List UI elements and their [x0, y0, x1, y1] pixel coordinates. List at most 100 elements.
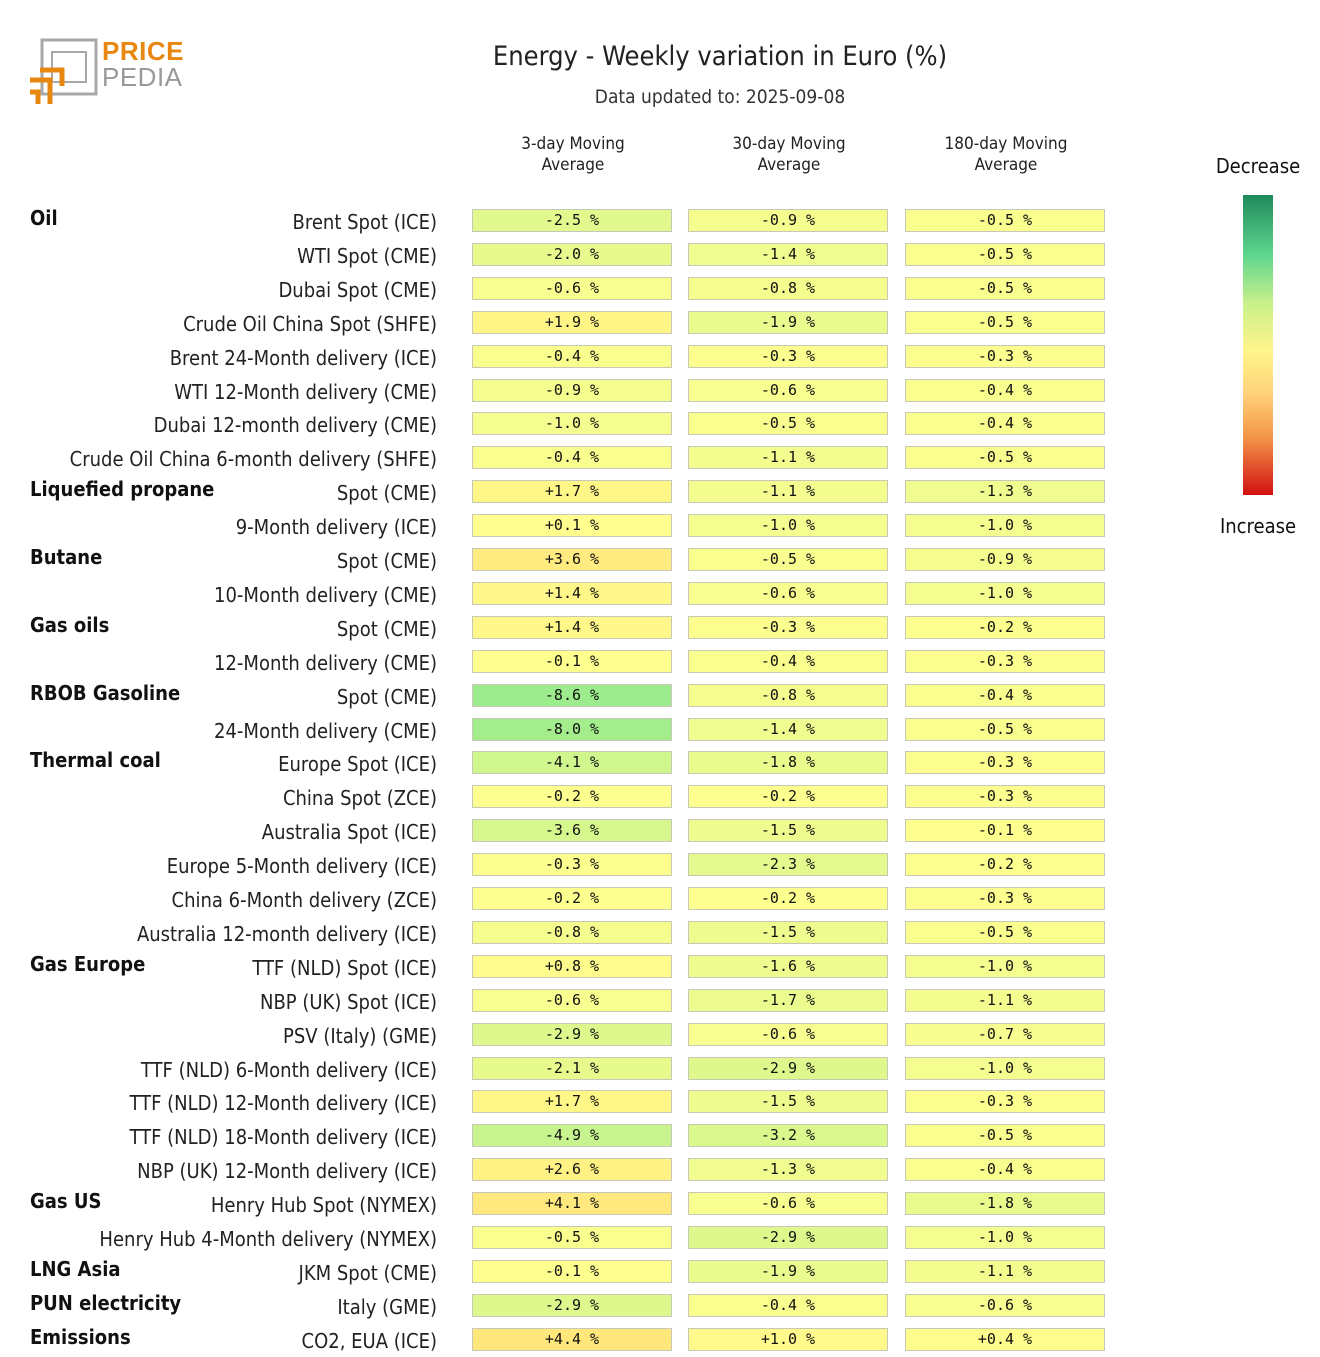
row-label: Dubai 12-month delivery (CME) — [153, 413, 437, 438]
row-label: Brent Spot (ICE) — [292, 210, 437, 234]
heatmap-cell: -0.6 % — [688, 1192, 888, 1216]
heatmap-cell: -8.6 % — [472, 683, 672, 707]
logo-text-pedia: PEDIA — [102, 62, 183, 92]
heatmap-cell: -0.3 % — [905, 344, 1105, 368]
heatmap-cell: -0.5 % — [905, 920, 1105, 944]
column-header-180day: 180-day Moving Average — [944, 134, 1068, 175]
group-label: Thermal coal — [30, 748, 161, 773]
heatmap-cell: -0.3 % — [688, 615, 888, 639]
heatmap-cell: -0.1 % — [472, 649, 672, 673]
group-label: Oil — [30, 206, 58, 230]
group-label: Gas Europe — [30, 951, 146, 976]
heatmap-cell: -0.6 % — [905, 1293, 1105, 1317]
heatmap-cell: -1.0 % — [688, 514, 888, 538]
heatmap-cell: -3.2 % — [688, 1124, 888, 1148]
row-label: China Spot (ZCE) — [282, 786, 437, 811]
heatmap-cell: -0.6 % — [688, 378, 888, 402]
logo-mark-icon — [30, 38, 98, 104]
row-label: Spot (CME) — [336, 549, 437, 573]
heatmap-cell: -2.9 % — [688, 1056, 888, 1080]
row-label: TTF (NLD) 18-Month delivery (ICE) — [129, 1125, 437, 1150]
heatmap-cell: -1.9 % — [688, 1259, 888, 1283]
heatmap-cell: -0.4 % — [472, 344, 672, 368]
row-label: Australia Spot (ICE) — [261, 820, 437, 845]
heatmap-cell: -1.1 % — [688, 446, 888, 470]
heatmap-cell: -0.1 % — [472, 1259, 672, 1283]
heatmap-cell: -0.6 % — [688, 1022, 888, 1046]
heatmap-cell: +0.1 % — [472, 514, 672, 538]
heatmap-cell: -0.2 % — [472, 887, 672, 910]
group-label: PUN electricity — [30, 1290, 182, 1315]
row-label: NBP (UK) Spot (ICE) — [260, 989, 437, 1014]
heatmap-cell: -0.3 % — [688, 344, 888, 368]
heatmap-cell: -0.5 % — [905, 1124, 1105, 1148]
heatmap-cell: -0.7 % — [905, 1022, 1105, 1046]
heatmap-cell: -3.6 % — [472, 819, 672, 843]
heatmap-cell: -1.0 % — [472, 412, 672, 436]
heatmap-cell: -1.9 % — [688, 310, 888, 334]
row-label: WTI 12-Month delivery (CME) — [174, 379, 437, 404]
heatmap-cell: -0.6 % — [472, 988, 672, 1012]
heatmap-cell: -2.9 % — [472, 1293, 672, 1317]
heatmap-cell: -1.5 % — [688, 1090, 888, 1114]
row-label: Australia 12-month delivery (ICE) — [136, 921, 437, 946]
chart-subtitle: Data updated to: 2025-09-08 — [594, 86, 846, 108]
row-label: 24-Month delivery (CME) — [214, 718, 437, 743]
row-label: TTF (NLD) Spot (ICE) — [252, 955, 437, 980]
group-label: Liquefied propane — [30, 477, 215, 502]
heatmap-cell: -0.2 % — [472, 785, 672, 809]
heatmap-cell: -2.3 % — [688, 853, 888, 877]
heatmap-cell: -2.0 % — [472, 242, 672, 266]
heatmap-cell: -0.2 % — [688, 785, 888, 809]
row-label: CO2, EUA (ICE) — [301, 1328, 437, 1353]
heatmap-cell: +2.6 % — [472, 1158, 672, 1182]
heatmap-cell: -1.8 % — [688, 751, 888, 775]
heatmap-cell: -2.5 % — [472, 209, 672, 232]
row-label: JKM Spot (CME) — [298, 1260, 437, 1285]
group-label: Gas oils — [30, 612, 110, 637]
heatmap-cell: -0.3 % — [905, 887, 1105, 910]
row-label: Dubai Spot (CME) — [278, 277, 437, 302]
chart-title: Energy - Weekly variation in Euro (%) — [492, 41, 948, 72]
group-label: LNG Asia — [30, 1256, 121, 1281]
heatmap-cell: -0.4 % — [688, 1293, 888, 1317]
heatmap-cell: +1.4 % — [472, 615, 672, 639]
heatmap-cell: -1.4 % — [688, 242, 888, 266]
heatmap-cell: +1.4 % — [472, 581, 672, 605]
heatmap-cell: -1.0 % — [905, 954, 1105, 978]
heatmap-cell: -0.9 % — [472, 378, 672, 402]
heatmap-cell: -1.5 % — [688, 819, 888, 843]
logo-text: PRICE PEDIA — [102, 38, 184, 90]
heatmap-cell: -0.4 % — [688, 649, 888, 673]
heatmap-cell: -1.1 % — [688, 480, 888, 504]
row-label: 12-Month delivery (CME) — [214, 650, 437, 675]
row-label: Brent 24-Month delivery (ICE) — [169, 345, 437, 370]
heatmap-cell: -0.4 % — [472, 446, 672, 470]
heatmap-cell: -0.6 % — [472, 276, 672, 300]
row-label: TTF (NLD) 12-Month delivery (ICE) — [129, 1091, 437, 1116]
group-label: Emissions — [30, 1324, 131, 1349]
heatmap-cell: -1.0 % — [905, 1226, 1105, 1249]
row-label: TTF (NLD) 6-Month delivery (ICE) — [140, 1057, 437, 1082]
heatmap-cell: -1.1 % — [905, 988, 1105, 1012]
heatmap-cell: -1.1 % — [905, 1259, 1105, 1283]
group-label: Gas US — [30, 1189, 102, 1214]
heatmap-cell: +3.6 % — [472, 548, 672, 571]
heatmap-cell: +4.4 % — [472, 1327, 672, 1351]
heatmap-cell: -0.4 % — [905, 683, 1105, 707]
heatmap-cell: -1.3 % — [905, 480, 1105, 504]
heatmap-cell: +1.7 % — [472, 480, 672, 504]
heatmap-cell: -1.7 % — [688, 988, 888, 1012]
row-label: Europe Spot (ICE) — [278, 752, 437, 777]
heatmap-cell: -1.4 % — [688, 717, 888, 741]
row-label: Europe 5-Month delivery (ICE) — [166, 854, 437, 879]
heatmap-cell: -1.8 % — [905, 1192, 1105, 1216]
heatmap-cell: -0.8 % — [472, 920, 672, 944]
row-label: Crude Oil China 6-month delivery (SHFE) — [69, 447, 437, 472]
row-label: Spot (CME) — [336, 616, 437, 641]
heatmap-cell: +4.1 % — [472, 1192, 672, 1216]
heatmap-cell: -0.2 % — [905, 853, 1105, 877]
heatmap-cell: -0.8 % — [688, 683, 888, 707]
heatmap-cell: -1.6 % — [688, 954, 888, 978]
heatmap-cell: -0.5 % — [905, 242, 1105, 266]
